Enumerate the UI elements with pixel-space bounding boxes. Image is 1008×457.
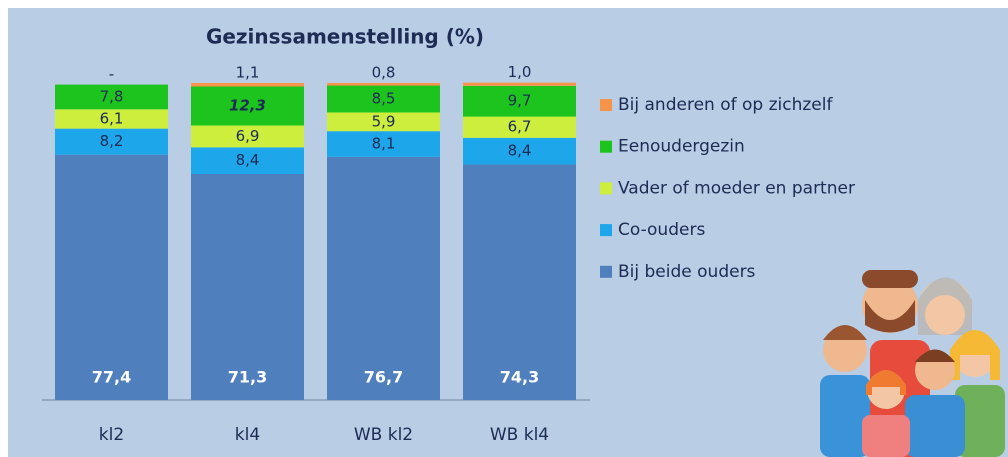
x-tick-label: WB kl2 (354, 425, 413, 445)
data-label: 1,1 (236, 64, 260, 82)
data-label: 77,4 (92, 368, 131, 387)
data-label: 6,7 (508, 118, 532, 136)
legend-label: Bij anderen of op zichzelf (618, 95, 833, 115)
x-tick-label: kl4 (235, 425, 260, 445)
bar-segment (327, 157, 440, 400)
legend-swatch (600, 182, 612, 194)
bar-segment (463, 164, 576, 400)
legend-label: Co-ouders (618, 220, 705, 240)
data-label: 9,7 (508, 92, 532, 110)
data-label: - (109, 65, 114, 83)
bar-segment (191, 83, 304, 86)
data-label: 71,3 (228, 368, 267, 387)
bar-segment (463, 83, 576, 86)
legend-swatch (600, 266, 612, 278)
legend-swatch (600, 99, 612, 111)
data-label: 1,0 (508, 63, 532, 81)
data-label: 8,1 (372, 135, 396, 153)
data-label: 8,4 (508, 142, 532, 160)
data-label: 0,8 (372, 64, 396, 82)
data-label: 76,7 (364, 368, 403, 387)
data-label: 7,8 (100, 87, 124, 105)
legend-label: Eenoudergezin (618, 137, 745, 157)
legend-swatch (600, 224, 612, 236)
chart-title: Gezinssamenstelling (%) (206, 25, 484, 49)
legend-label: Bij beide ouders (618, 262, 756, 282)
data-label: 74,3 (500, 368, 539, 387)
data-label: 8,2 (100, 132, 124, 150)
x-tick-label: WB kl4 (490, 425, 549, 445)
legend-swatch (600, 141, 612, 153)
data-label: 12,3 (229, 96, 266, 114)
x-tick-label: kl2 (99, 425, 124, 445)
legend-label: Vader of moeder en partner (618, 178, 855, 198)
data-label: 6,1 (100, 109, 124, 127)
data-label: 5,9 (372, 112, 396, 130)
chart: Gezinssamenstelling (%) kl2 77,4 8,2 6,1 7,8… (0, 0, 1008, 457)
bar-segment (55, 155, 168, 400)
data-label: 6,9 (236, 127, 260, 145)
data-label: 8,5 (372, 90, 396, 108)
bar-segment (327, 83, 440, 86)
bar-segment (191, 174, 304, 400)
data-label: 8,4 (236, 151, 260, 169)
